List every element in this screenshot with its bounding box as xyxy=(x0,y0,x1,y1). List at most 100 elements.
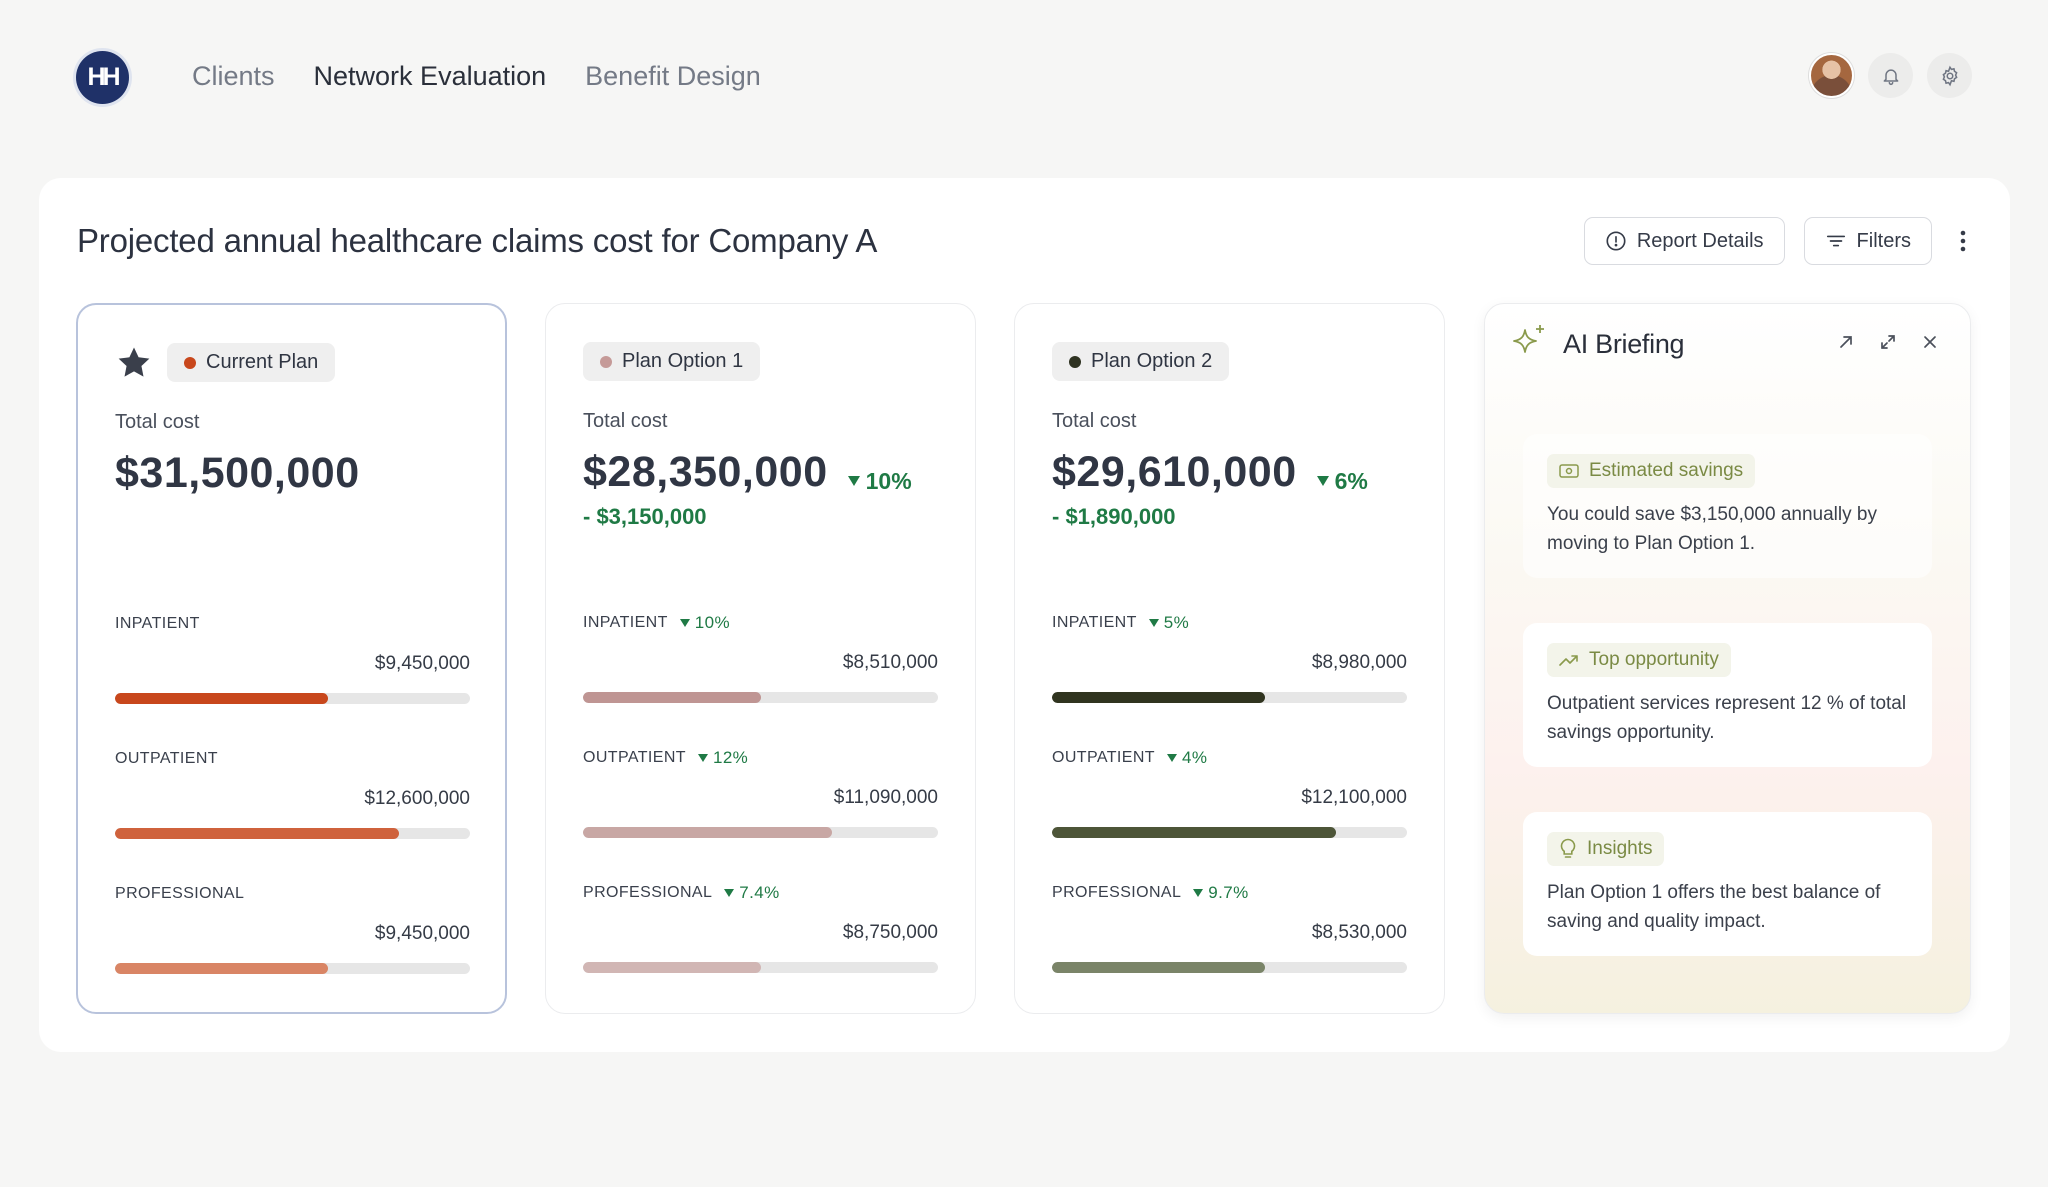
delta-value: 7.4% xyxy=(739,883,780,902)
plan-card-option-2[interactable]: Plan Option 2 Total cost $29,610,000 6% … xyxy=(1014,303,1445,1014)
plan-color-dot xyxy=(184,356,196,369)
insight-tag: Insights xyxy=(1547,832,1665,866)
total-cost-value: $28,350,000 xyxy=(583,448,828,496)
plan-card-header: Plan Option 2 xyxy=(1052,342,1230,381)
info-icon xyxy=(1606,231,1626,251)
category-bar xyxy=(1052,827,1407,838)
delta-value: 10% xyxy=(865,467,912,494)
category-bar xyxy=(115,963,470,974)
category-professional: PROFESSIONAL 7.4% $8,750,000 xyxy=(583,882,938,973)
nav-clients[interactable]: Clients xyxy=(192,61,275,91)
category-bar xyxy=(115,828,470,839)
money-icon xyxy=(1559,464,1579,478)
report-details-label: Report Details xyxy=(1636,229,1764,252)
main-panel: Projected annual healthcare claims cost … xyxy=(39,178,2010,1052)
savings-amount: - $3,150,000 xyxy=(583,504,707,529)
category-professional: PROFESSIONAL $9,450,000 xyxy=(115,883,470,974)
app-logo[interactable]: HH xyxy=(76,51,129,104)
category-amount: $8,980,000 xyxy=(1311,652,1407,673)
plan-card-option-1[interactable]: Plan Option 1 Total cost $28,350,000 10%… xyxy=(545,303,976,1014)
delta-value: 12% xyxy=(712,748,749,767)
category-inpatient: INPATIENT 5% $8,980,000 xyxy=(1052,612,1407,703)
category-bar xyxy=(583,962,938,973)
plan-label-chip: Plan Option 1 xyxy=(583,342,761,381)
category-label: INPATIENT xyxy=(583,614,668,631)
plan-color-dot xyxy=(600,355,612,368)
close-button[interactable] xyxy=(1920,332,1940,352)
delta-value: 10% xyxy=(694,613,731,632)
settings-button[interactable] xyxy=(1927,53,1972,98)
insight-tag-label: Estimated savings xyxy=(1589,460,1744,481)
filters-button[interactable]: Filters xyxy=(1803,217,1932,265)
category-inpatient: INPATIENT $9,450,000 xyxy=(115,613,470,704)
down-triangle-icon xyxy=(847,476,860,486)
insight-card-insights[interactable]: Insights Plan Option 1 offers the best b… xyxy=(1523,812,1932,956)
category-bar-fill xyxy=(583,692,761,703)
down-triangle-icon xyxy=(679,619,690,627)
total-cost-row: $28,350,000 10% xyxy=(583,448,912,497)
plan-color-dot xyxy=(1069,355,1081,368)
insight-text: Plan Option 1 offers the best balance of… xyxy=(1547,882,1881,932)
down-triangle-icon xyxy=(1316,476,1329,486)
category-amount: $8,530,000 xyxy=(1311,922,1407,943)
nav-network-evaluation[interactable]: Network Evaluation xyxy=(313,61,547,91)
page-title: Projected annual healthcare claims cost … xyxy=(77,222,878,259)
top-navigation: HH Clients Network Evaluation Benefit De… xyxy=(0,0,2048,155)
insight-tag: Top opportunity xyxy=(1547,643,1731,677)
category-outpatient: OUTPATIENT 12% $11,090,000 xyxy=(583,747,938,838)
category-delta: 10% xyxy=(679,613,731,633)
category-delta: 12% xyxy=(697,748,749,768)
insight-card-top-opportunity[interactable]: Top opportunity Outpatient services repr… xyxy=(1523,623,1932,767)
trend-up-icon xyxy=(1559,655,1578,666)
category-label: OUTPATIENT xyxy=(115,750,218,767)
down-triangle-icon xyxy=(697,754,708,762)
bell-icon xyxy=(1883,68,1898,85)
insight-card-estimated-savings[interactable]: Estimated savings You could save $3,150,… xyxy=(1523,434,1932,578)
category-delta: 4% xyxy=(1166,748,1208,768)
category-label: OUTPATIENT xyxy=(583,749,686,766)
category-amount: $11,090,000 xyxy=(833,787,938,808)
nav-benefit-design[interactable]: Benefit Design xyxy=(585,61,761,91)
expand-button[interactable] xyxy=(1878,332,1898,352)
more-options-button[interactable] xyxy=(1951,217,1975,265)
delta-value: 4% xyxy=(1181,748,1208,767)
delta-value: 6% xyxy=(1334,467,1368,494)
category-amount: $12,600,000 xyxy=(364,788,470,809)
category-delta: 9.7% xyxy=(1193,883,1248,903)
category-bar-fill xyxy=(1052,962,1265,973)
ai-briefing-actions xyxy=(1836,332,1940,352)
avatar[interactable] xyxy=(1809,53,1854,98)
plan-name: Plan Option 2 xyxy=(1091,350,1213,372)
category-bar-fill xyxy=(1052,692,1265,703)
sparkle-icon xyxy=(1513,325,1544,353)
panel-toolbar: Report Details Filters xyxy=(1583,217,1975,265)
savings-amount: - $1,890,000 xyxy=(1052,504,1176,529)
insight-tag-label: Top opportunity xyxy=(1589,649,1719,670)
insight-tag-label: Insights xyxy=(1587,838,1653,859)
report-details-button[interactable]: Report Details xyxy=(1583,217,1785,265)
category-bar xyxy=(1052,962,1407,973)
plan-label-chip: Plan Option 2 xyxy=(1052,342,1230,381)
category-outpatient: OUTPATIENT $12,600,000 xyxy=(115,748,470,839)
notifications-button[interactable] xyxy=(1868,53,1913,98)
main-nav: Clients Network Evaluation Benefit Desig… xyxy=(192,58,761,94)
insight-tag: Estimated savings xyxy=(1547,454,1756,488)
open-external-button[interactable] xyxy=(1836,332,1856,352)
expand-icon xyxy=(1881,335,1895,349)
category-bar xyxy=(1052,692,1407,703)
down-triangle-icon xyxy=(1193,889,1204,897)
category-amount: $9,450,000 xyxy=(374,653,470,674)
star-icon[interactable] xyxy=(115,344,153,382)
plan-card-current[interactable]: Current Plan Total cost $31,500,000 INPA… xyxy=(76,303,507,1014)
arrow-up-right-icon xyxy=(1840,336,1852,348)
total-cost-value: $31,500,000 xyxy=(115,449,360,497)
category-bar-fill xyxy=(583,962,761,973)
delta-value: 5% xyxy=(1163,613,1190,632)
plan-name: Plan Option 1 xyxy=(622,350,744,372)
ai-briefing-title: AI Briefing xyxy=(1563,328,1685,359)
top-right-icons xyxy=(1809,53,1972,98)
plan-name: Current Plan xyxy=(206,351,319,373)
close-icon xyxy=(1924,336,1936,348)
category-label: PROFESSIONAL xyxy=(115,885,245,902)
total-cost-value: $29,610,000 xyxy=(1052,448,1297,496)
